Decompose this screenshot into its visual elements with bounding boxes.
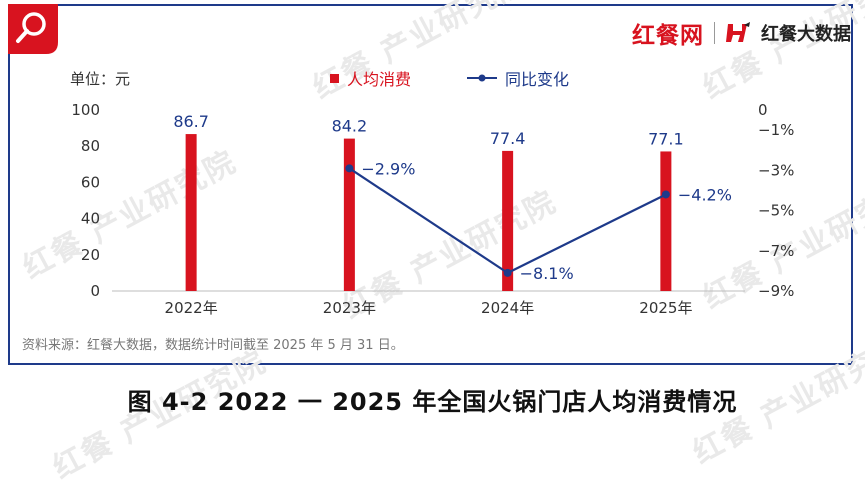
- brand-header: 红餐网 红餐大数据: [632, 16, 851, 50]
- line-value-label: −8.1%: [520, 264, 574, 283]
- line-value-label: −2.9%: [361, 159, 415, 178]
- y-left-tick-label: 40: [81, 210, 100, 228]
- x-tick-label: 2023年: [323, 299, 376, 317]
- figure-caption: 图 4-2 2022 一 2025 年全国火锅门店人均消费情况: [127, 388, 738, 416]
- legend-bar-label: 人均消费: [347, 70, 412, 89]
- y-right-tick-label: −5%: [758, 202, 794, 220]
- chart-frame: [8, 4, 853, 365]
- bar-value-label: 86.7: [173, 112, 209, 131]
- x-tick-label: 2025年: [639, 299, 692, 317]
- brand-divider: [714, 22, 715, 44]
- y-left-tick-label: 60: [81, 173, 100, 191]
- combo-chart: 0 20 40 60 80 100 0 −1% −3% −5% −7% −9% 2022年 2023年 20…: [71, 101, 794, 317]
- magnifier-badge-icon: [8, 4, 58, 54]
- x-tick-label: 2022年: [165, 299, 218, 317]
- line-point: [345, 164, 354, 173]
- bar: [343, 138, 355, 291]
- legend-item-line: 同比变化: [467, 66, 569, 90]
- y-left-tick-label: 80: [81, 137, 100, 155]
- bar-value-label: 77.1: [648, 129, 684, 148]
- bar: [502, 150, 514, 291]
- legend-item-bar: 人均消费: [330, 66, 411, 90]
- x-tick-label: 2024年: [481, 299, 534, 317]
- bar: [185, 134, 197, 291]
- y-left-tick-label: 0: [90, 282, 100, 300]
- y-right-tick-label: 0: [758, 101, 768, 119]
- unit-label: 单位：元: [70, 70, 131, 88]
- y-right-tick-label: −9%: [758, 282, 794, 300]
- brand-data-name: 红餐大数据: [761, 24, 851, 45]
- chart-legend: 人均消费 同比变化: [330, 66, 569, 90]
- bar-value-label: 77.4: [490, 129, 526, 148]
- y-right-tick-label: −1%: [758, 121, 794, 139]
- y-left-tick-label: 20: [81, 246, 100, 264]
- y-right-tick-label: −3%: [758, 161, 794, 179]
- bar: [660, 151, 672, 291]
- bar-value-label: 84.2: [332, 117, 368, 136]
- line-point: [661, 190, 670, 199]
- legend-bar-swatch: [330, 73, 339, 83]
- line-value-label: −4.2%: [678, 185, 732, 204]
- line-point: [503, 268, 512, 277]
- legend-line-swatch: [467, 74, 498, 82]
- source-note: 资料来源：红餐大数据，数据统计时间截至 2025 年 5 月 31 日。: [22, 338, 404, 353]
- brand-site-name: 红餐网: [632, 23, 704, 49]
- y-left-tick-label: 100: [71, 101, 100, 119]
- legend-line-label: 同比变化: [505, 70, 570, 89]
- y-right-tick-label: −7%: [758, 242, 794, 260]
- brand-logo-icon: [726, 22, 750, 42]
